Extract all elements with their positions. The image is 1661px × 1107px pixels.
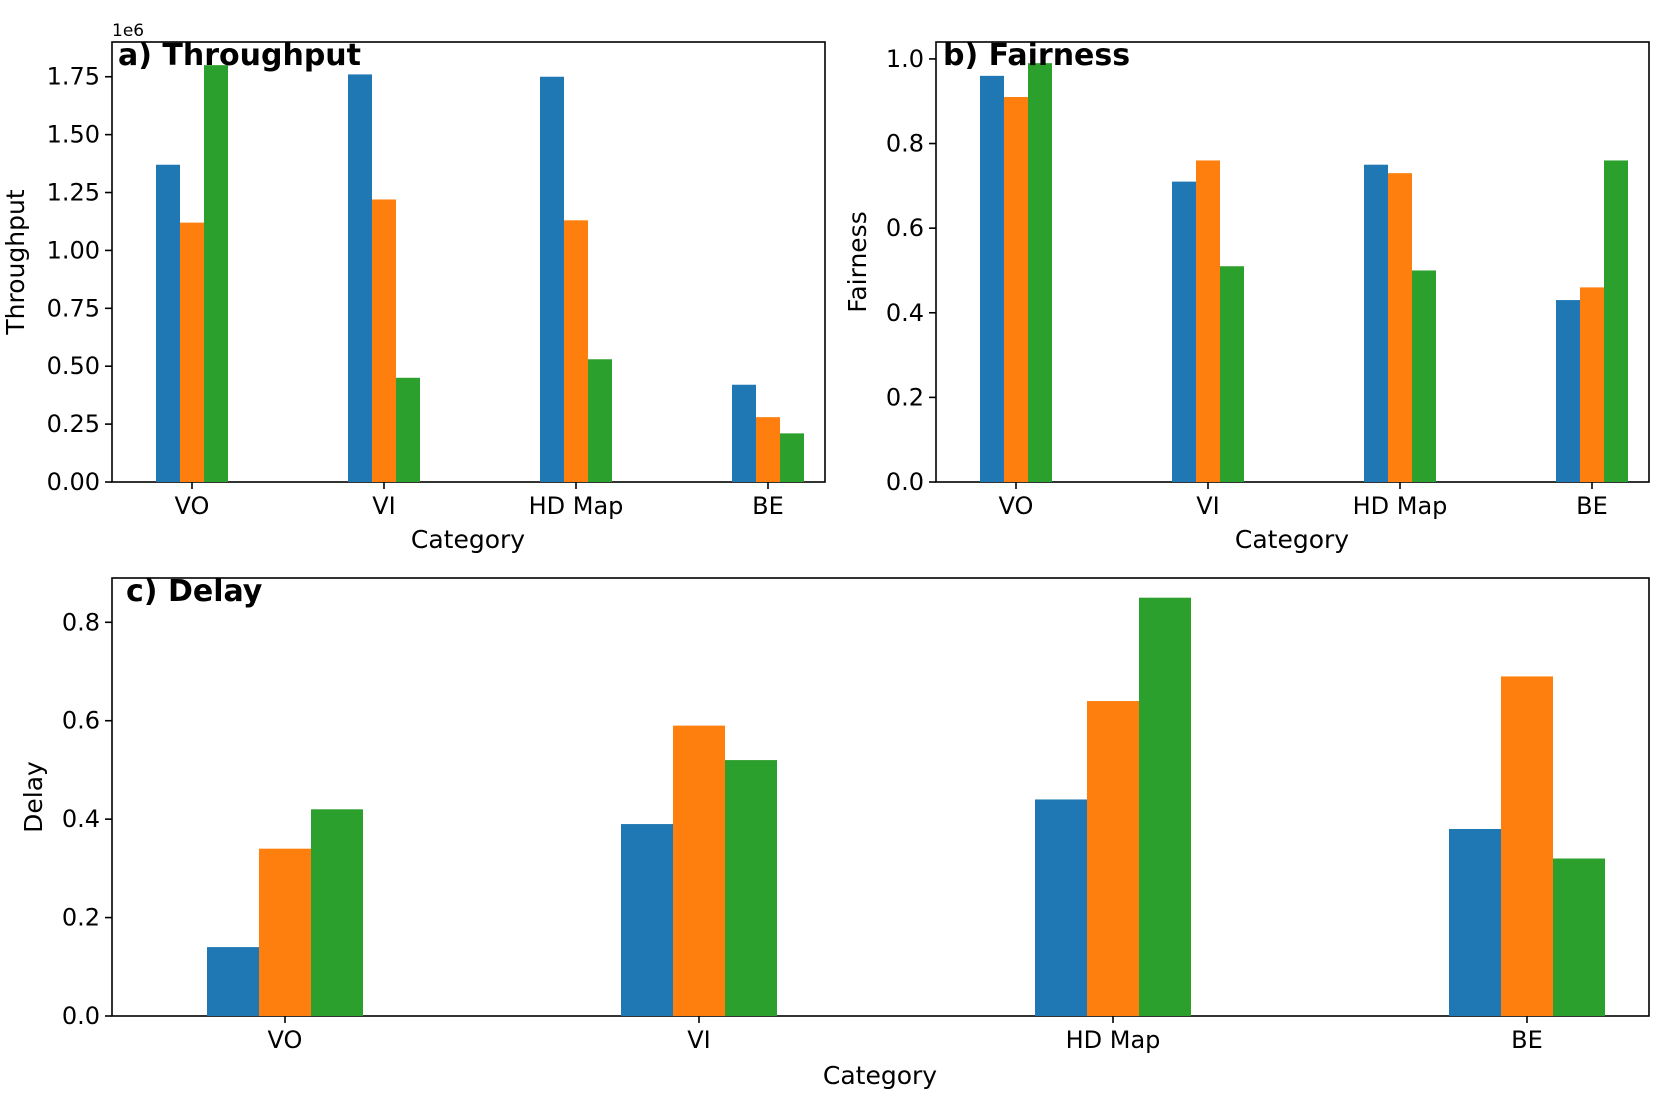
delay-x-tick-label-be: BE	[1511, 1026, 1543, 1054]
delay-x-axis-label: Category	[823, 1061, 937, 1090]
delay-bar-be-series-1	[1449, 828, 1501, 1016]
delay-y-ticks: 0.0 0.2 0.4 0.6 0.8	[62, 608, 112, 1030]
fairness-bar-be-series-1	[1556, 300, 1580, 482]
throughput-y-tick-label: 1.75	[47, 63, 100, 91]
throughput-plot-frame	[111, 41, 826, 483]
delay-x-tick-label-hd-map: HD Map	[1066, 1026, 1161, 1054]
fairness-bar-be-series-3	[1604, 160, 1628, 482]
fairness-y-tick-label: 0.6	[886, 214, 924, 242]
delay-bar-hd-map-series-2	[1087, 701, 1139, 1016]
delay-bars	[207, 597, 1605, 1016]
delay-y-tick-label: 0.2	[62, 904, 100, 932]
throughput-bar-hd-map-series-3	[588, 359, 612, 482]
throughput-y-tick-label: 1.25	[47, 179, 100, 207]
delay-y-tick-label: 0.4	[62, 805, 100, 833]
throughput-bar-hd-map-series-1	[540, 76, 564, 482]
fairness-x-tick-label-vo: VO	[999, 492, 1034, 520]
fairness-bar-vo-series-1	[980, 75, 1004, 482]
fairness-x-tick-label-be: BE	[1576, 492, 1608, 520]
delay-bar-vo-series-3	[311, 809, 363, 1016]
delay-panel-title: c) Delay	[126, 574, 263, 609]
fairness-y-tick-label: 1.0	[886, 45, 924, 73]
fairness-panel-title: b) Fairness	[943, 38, 1130, 73]
throughput-bar-vo-series-3	[204, 65, 228, 482]
throughput-x-ticks: VO VI HD Map BE	[175, 482, 784, 520]
fairness-panel: 0.0 0.2 0.4 0.6 0.8 1.0 VO VI HD Map BE b) Fairn…	[843, 38, 1650, 554]
delay-bar-hd-map-series-1	[1035, 799, 1087, 1016]
fairness-x-tick-label-hd-map: HD Map	[1353, 492, 1448, 520]
throughput-bars	[156, 65, 804, 482]
fairness-x-ticks: VO VI HD Map BE	[999, 482, 1608, 520]
fairness-bar-be-series-2	[1580, 287, 1604, 482]
throughput-bar-be-series-2	[756, 417, 780, 482]
delay-bar-hd-map-series-3	[1139, 597, 1191, 1016]
throughput-panel-title: a) Throughput	[118, 38, 361, 73]
fairness-x-tick-label-vi: VI	[1196, 492, 1220, 520]
delay-x-ticks: VO VI HD Map BE	[268, 1016, 1543, 1054]
throughput-x-tick-label-be: BE	[752, 492, 784, 520]
throughput-y-tick-label: 1.00	[47, 236, 100, 264]
fairness-bar-vo-series-3	[1028, 63, 1052, 483]
delay-y-tick-label: 0.8	[62, 608, 100, 636]
fairness-bar-vi-series-1	[1172, 181, 1196, 482]
delay-panel: 0.0 0.2 0.4 0.6 0.8 VO VI HD Map BE c) Delay Ca…	[19, 574, 1650, 1090]
fairness-x-axis-label: Category	[1235, 525, 1349, 554]
delay-bar-vo-series-1	[207, 947, 259, 1016]
throughput-bar-vo-series-2	[180, 222, 204, 482]
fairness-y-tick-label: 0.4	[886, 299, 924, 327]
delay-x-tick-label-vi: VI	[687, 1026, 711, 1054]
fairness-bars	[980, 63, 1628, 483]
delay-bar-vo-series-2	[259, 848, 311, 1016]
delay-bar-vi-series-1	[621, 824, 673, 1016]
fairness-y-ticks: 0.0 0.2 0.4 0.6 0.8 1.0	[886, 45, 936, 496]
fairness-bar-vo-series-2	[1004, 97, 1028, 482]
throughput-x-tick-label-vi: VI	[372, 492, 396, 520]
fairness-bar-vi-series-3	[1220, 266, 1244, 482]
throughput-y-tick-label: 0.25	[47, 410, 100, 438]
throughput-x-axis-label: Category	[411, 525, 525, 554]
throughput-bar-be-series-1	[732, 384, 756, 482]
throughput-y-ticks: 0.00 0.25 0.50 0.75 1.00 1.25 1.50 1.75	[47, 63, 112, 496]
delay-x-tick-label-vo: VO	[268, 1026, 303, 1054]
delay-bar-vi-series-2	[673, 725, 725, 1016]
fairness-y-tick-label: 0.0	[886, 468, 924, 496]
throughput-bar-vi-series-3	[396, 377, 420, 482]
fairness-y-axis-label: Fairness	[843, 211, 872, 312]
delay-bar-vi-series-3	[725, 760, 777, 1016]
throughput-y-tick-label: 0.00	[47, 468, 100, 496]
throughput-bar-hd-map-series-2	[564, 220, 588, 482]
delay-plot-frame	[111, 577, 1650, 1017]
delay-y-tick-label: 0.6	[62, 707, 100, 735]
throughput-bar-vo-series-1	[156, 164, 180, 482]
fairness-y-tick-label: 0.2	[886, 383, 924, 411]
throughput-panel: 0.00 0.25 0.50 0.75 1.00 1.25 1.50 1.75 VO VI HD …	[1, 21, 826, 554]
fairness-bar-hd-map-series-3	[1412, 270, 1436, 482]
fairness-y-tick-label: 0.8	[886, 130, 924, 158]
delay-bar-be-series-3	[1553, 858, 1605, 1016]
delay-y-tick-label: 0.0	[62, 1002, 100, 1030]
fairness-bar-vi-series-2	[1196, 160, 1220, 482]
throughput-bar-be-series-3	[780, 433, 804, 482]
throughput-y-axis-label: Throughput	[1, 189, 30, 335]
throughput-offset-label: 1e6	[112, 21, 144, 41]
delay-y-axis-label: Delay	[19, 761, 48, 833]
throughput-x-tick-label-vo: VO	[175, 492, 210, 520]
delay-bar-be-series-2	[1501, 676, 1553, 1016]
throughput-y-tick-label: 0.75	[47, 294, 100, 322]
throughput-bar-vi-series-2	[372, 199, 396, 482]
fairness-plot-frame	[935, 41, 1650, 483]
fairness-bar-hd-map-series-1	[1364, 164, 1388, 482]
throughput-y-tick-label: 0.50	[47, 352, 100, 380]
throughput-y-tick-label: 1.50	[47, 121, 100, 149]
fairness-bar-hd-map-series-2	[1388, 173, 1412, 482]
throughput-bar-vi-series-1	[348, 74, 372, 482]
throughput-x-tick-label-hd-map: HD Map	[529, 492, 624, 520]
